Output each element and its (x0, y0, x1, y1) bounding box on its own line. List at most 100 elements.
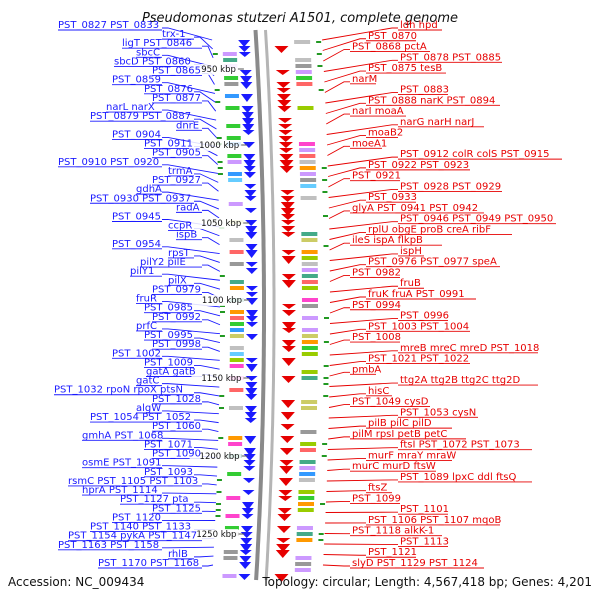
gene-label: PST_1003 PST_1004 (368, 321, 469, 332)
gene-label: fruK fruA PST_0991 (368, 289, 465, 300)
forward-cog-block (301, 334, 318, 338)
gene-label: PST_0883 (400, 85, 449, 96)
gene-leader-line (194, 228, 220, 237)
reverse-gene-arrow (241, 508, 254, 515)
forward-cog-block (299, 472, 316, 476)
gene-leader-line (329, 221, 398, 230)
reverse-gene-arrow (242, 124, 255, 132)
forward-cog-block (299, 166, 316, 170)
reverse-gene-arrow (238, 574, 251, 580)
gene-leader-line (327, 167, 366, 177)
gene-name: gdhA (136, 184, 162, 195)
gene-name: narJ (452, 117, 475, 128)
forward-cog-block (299, 172, 316, 176)
forward-cog-block (301, 256, 318, 260)
forward-gene-arrow (281, 400, 296, 408)
gene-label: PST_0985 (144, 303, 193, 314)
forward-gene-arrow (281, 226, 296, 232)
reverse-gene-arrow (238, 40, 251, 47)
forward-cog-block (301, 340, 318, 344)
reverse-gene-arrow (245, 388, 258, 396)
gene-leader-line (328, 210, 350, 219)
forward-gene-arrow (277, 508, 292, 514)
gene-label: gatA gatB (146, 367, 196, 378)
gene-name: PST_1053 (400, 407, 449, 418)
gene-label: pilY2 pilE (140, 257, 186, 268)
gene-name: slyD (352, 558, 374, 569)
gene-name: PST_1018 (487, 343, 539, 354)
forward-cog-block (297, 508, 314, 512)
reverse-rna-mark (214, 89, 220, 91)
accession-label: Accession: NC_009434 (8, 575, 144, 589)
gene-label: PST_1120 (112, 512, 161, 523)
gene-label: PST_0995 (144, 330, 193, 341)
forward-cog-block (301, 316, 318, 320)
gene-label: PST_1106 PST_1107 mqoB (368, 515, 501, 526)
gene-name: ccpR (168, 221, 192, 232)
reverse-rna-mark (219, 275, 225, 277)
gene-name: PST_0904 (112, 129, 161, 140)
forward-rna-mark (318, 539, 324, 541)
reverse-cog-block (227, 472, 242, 476)
forward-gene-arrow (277, 100, 292, 107)
reverse-cog-block (224, 94, 239, 98)
reverse-gene-arrow (245, 220, 258, 226)
reverse-gene-arrow (240, 94, 253, 102)
gene-label: PST_0905 (152, 148, 201, 159)
reverse-rna-mark (219, 395, 225, 397)
gene-name: mreB (400, 343, 427, 354)
gene-leader-line (329, 350, 398, 356)
forward-gene-arrow (281, 256, 296, 264)
gene-label: PST_1113 (400, 536, 449, 547)
reverse-gene-arrow (243, 460, 256, 466)
gene-label: PST_1071 (144, 439, 193, 450)
kbp-label: 1250 kbp (186, 529, 245, 540)
gene-name: PST_1103 (146, 476, 198, 487)
gene-name: PST_0883 (400, 85, 449, 96)
reverse-rna-mark (216, 137, 222, 139)
gene-name: PST_0995 (144, 330, 193, 341)
gene-name: murD (379, 461, 410, 472)
gene-name: fruK (368, 289, 389, 300)
gene-name: pilD (409, 418, 432, 429)
forward-rna-mark (323, 395, 329, 397)
gene-leader-line (329, 264, 366, 272)
gene-name: PST_1154 (68, 531, 117, 542)
gene-leader-line (194, 419, 219, 424)
gene-leader-line (202, 45, 214, 58)
gene-label: ftsI PST_1072 PST_1073 (400, 440, 520, 451)
gene-leader-line (323, 59, 398, 72)
gene-label: PST_0979 (152, 284, 201, 295)
kbp-label: 950 kbp (185, 64, 244, 75)
gene-name: PST_1163 (58, 540, 107, 551)
gene-label: moaB2 (368, 128, 403, 139)
gene-label: mreB mreC mreD PST_1018 (400, 343, 539, 354)
reverse-cog-block (229, 262, 244, 266)
forward-gene-arrow (275, 70, 290, 75)
reverse-gene-arrow (243, 448, 256, 456)
gene-name: PST_0977 (417, 257, 469, 268)
forward-gene-arrow (281, 232, 296, 237)
gene-name: PST_1021 (368, 354, 417, 365)
gene-label: ttg2A ttg2B ttg2C ttg2D (400, 375, 520, 386)
gene-name: PST_0905 (152, 148, 201, 159)
reverse-cog-block (224, 76, 239, 80)
gene-label: trmA (168, 166, 193, 177)
gene-name: pmbA (352, 364, 381, 375)
gene-name: narK (417, 95, 444, 106)
reverse-rna-mark (215, 515, 221, 517)
gene-name: PST_1120 (112, 512, 161, 523)
reverse-gene-arrow (242, 118, 255, 126)
reverse-gene-arrow (241, 106, 254, 113)
forward-cog-block (298, 478, 315, 482)
kbp-label: 1200 kbp (189, 451, 248, 462)
reverse-gene-arrow (238, 52, 251, 57)
forward-cog-block (294, 568, 311, 572)
gene-name: pilE (164, 257, 185, 268)
reverse-gene-arrow (242, 142, 255, 148)
reverse-gene-arrow (243, 454, 256, 461)
gene-name: narH (424, 117, 451, 128)
gene-name: ddl (474, 472, 493, 483)
gene-label: osmE PST_1091 (82, 458, 162, 469)
right-leader-lines (322, 27, 562, 569)
